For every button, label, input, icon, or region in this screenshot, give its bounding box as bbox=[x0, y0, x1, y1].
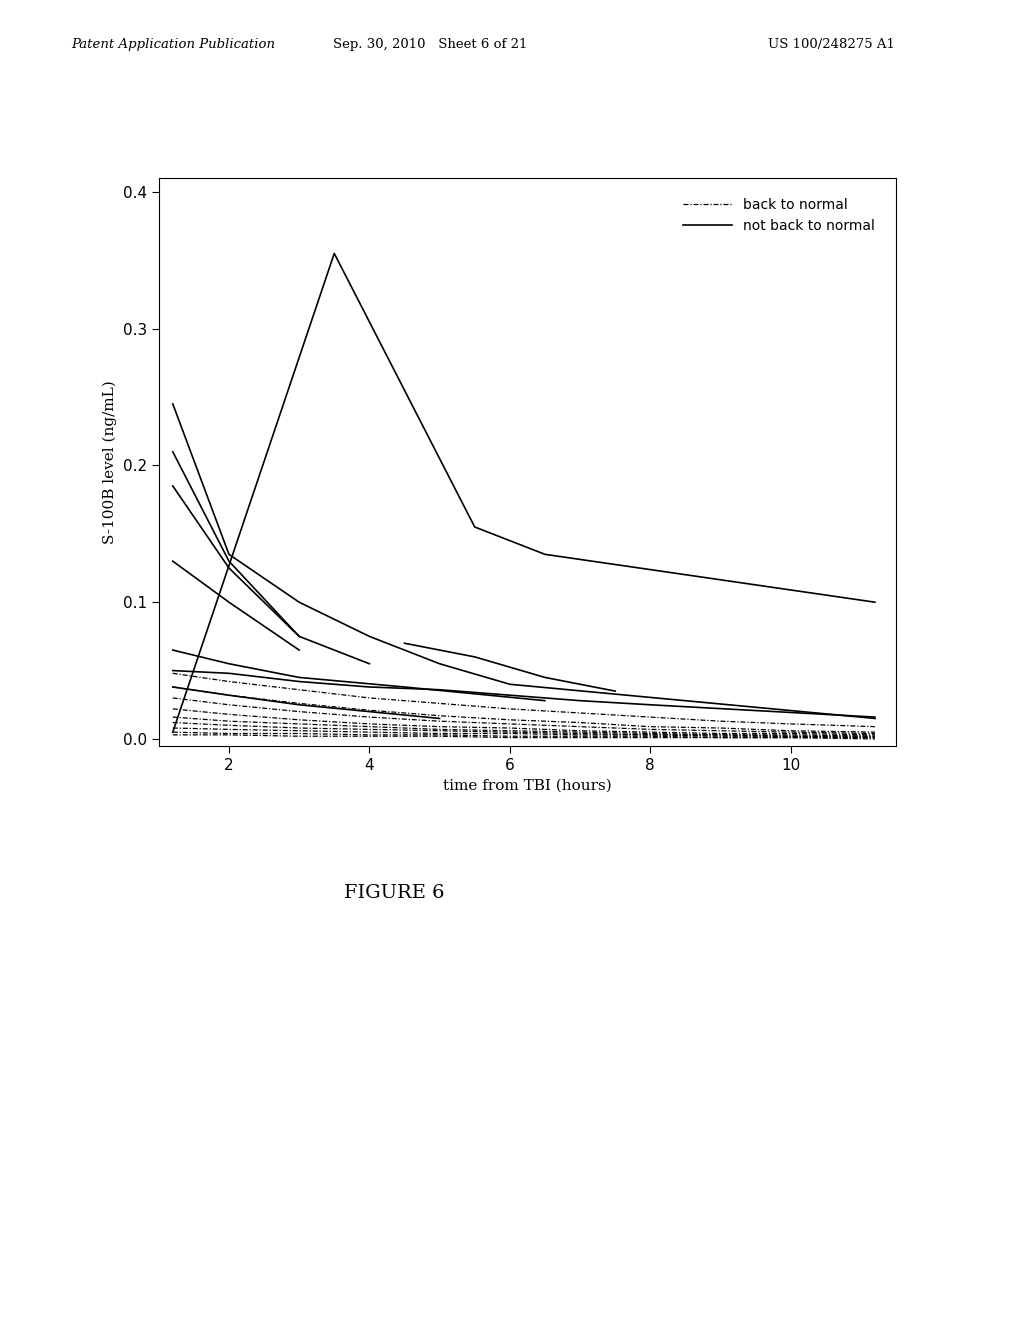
Text: US 100/248275 A1: US 100/248275 A1 bbox=[768, 37, 895, 50]
X-axis label: time from TBI (hours): time from TBI (hours) bbox=[443, 779, 611, 792]
Text: FIGURE 6: FIGURE 6 bbox=[344, 883, 444, 902]
Legend: back to normal, not back to normal: back to normal, not back to normal bbox=[676, 191, 882, 240]
Text: Patent Application Publication: Patent Application Publication bbox=[72, 37, 275, 50]
Y-axis label: S-100B level (ng/mL): S-100B level (ng/mL) bbox=[102, 380, 117, 544]
Text: Sep. 30, 2010   Sheet 6 of 21: Sep. 30, 2010 Sheet 6 of 21 bbox=[333, 37, 527, 50]
